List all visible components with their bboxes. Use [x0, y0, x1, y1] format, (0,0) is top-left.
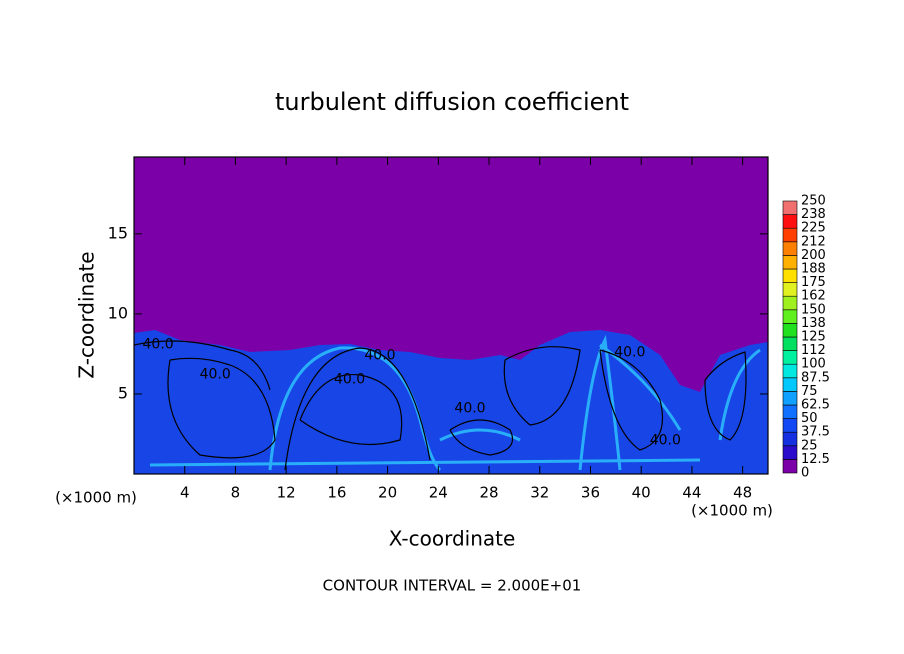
y-unit: (×1000 m) — [55, 489, 137, 507]
colorbar-band — [782, 418, 798, 433]
x-tick-label: 48 — [733, 484, 752, 502]
contour-label: 40.0 — [200, 367, 231, 383]
contour-label: 40.0 — [334, 372, 365, 388]
y-tick-label: 10 — [108, 303, 128, 322]
colorbar-label: 112 — [801, 343, 826, 358]
y-tick-label: 5 — [118, 383, 128, 402]
contour-label: 40.0 — [143, 336, 174, 352]
contour-lines — [133, 340, 747, 471]
contour-label: 40.0 — [614, 344, 645, 360]
colorbar-band — [782, 336, 798, 351]
colorbar-band — [782, 459, 798, 474]
x-tick-label: 40 — [632, 484, 651, 502]
colorbar-label: 25 — [801, 438, 818, 453]
colorbar-label: 125 — [801, 330, 826, 345]
colorbar-label: 87.5 — [801, 370, 830, 385]
colorbar-band — [782, 295, 798, 311]
x-tick-label: 4 — [180, 484, 190, 502]
y-tick-label: 15 — [108, 223, 128, 242]
colorbar-label: 238 — [801, 207, 826, 222]
colorbar-label: 188 — [801, 262, 826, 277]
contour-label: 40.0 — [454, 400, 485, 416]
colorbar-band — [782, 282, 798, 297]
x-tick-label: 28 — [479, 484, 498, 502]
colorbar-label: 37.5 — [801, 425, 830, 440]
y-axis-label: Z-coordinate — [75, 251, 99, 378]
colorbar-band — [782, 309, 798, 324]
colorbar-label: 250 — [801, 194, 826, 209]
x-tick-label: 20 — [378, 484, 397, 502]
colorbar-label: 50 — [801, 411, 818, 426]
colorbar-band — [782, 377, 798, 392]
colorbar-label: 75 — [801, 384, 818, 399]
colorbar-band — [782, 363, 798, 379]
colorbar-label: 0 — [801, 466, 809, 481]
x-axis-label: X-coordinate — [389, 527, 516, 551]
colorbar-label: 225 — [801, 221, 826, 236]
colorbar-band — [782, 445, 798, 460]
colorbar-label: 138 — [801, 316, 826, 331]
colorbar-label: 62.5 — [801, 398, 830, 413]
contour-label: 40.0 — [650, 432, 681, 448]
x-tick-label: 32 — [530, 484, 549, 502]
colorbar-label: 150 — [801, 302, 826, 317]
colorbar-band — [782, 241, 798, 256]
chart-title: turbulent diffusion coefficient — [275, 88, 629, 116]
x-tick-label: 44 — [682, 484, 701, 502]
x-tick-label: 16 — [327, 484, 346, 502]
x-tick-label: 36 — [581, 484, 600, 502]
colorbar-label: 100 — [801, 357, 826, 372]
colorbar-band — [782, 323, 798, 338]
x-tick-label: 24 — [429, 484, 448, 502]
x-unit: (×1000 m) — [691, 502, 773, 520]
x-tick-label: 12 — [277, 484, 296, 502]
colorbar-band — [782, 200, 798, 215]
field — [133, 157, 768, 474]
contour-label: 40.0 — [364, 348, 395, 364]
colorbar-label: 200 — [801, 248, 826, 263]
colorbar-band — [782, 350, 798, 365]
colorbar-label: 162 — [801, 289, 826, 304]
colorbar-band — [782, 268, 798, 283]
x-tick-label: 8 — [231, 484, 241, 502]
plot-frame — [133, 156, 769, 475]
colorbar-band — [782, 227, 798, 243]
colorbar-band — [782, 431, 798, 447]
footnote: CONTOUR INTERVAL = 2.000E+01 — [323, 577, 582, 595]
colorbar-label: 212 — [801, 234, 826, 249]
colorbar-label: 175 — [801, 275, 826, 290]
colorbar-band — [782, 391, 798, 406]
colorbar-band — [782, 404, 798, 419]
colorbar-label: 12.5 — [801, 452, 830, 467]
colorbar-band — [782, 255, 798, 270]
colorbar-band — [782, 214, 798, 229]
